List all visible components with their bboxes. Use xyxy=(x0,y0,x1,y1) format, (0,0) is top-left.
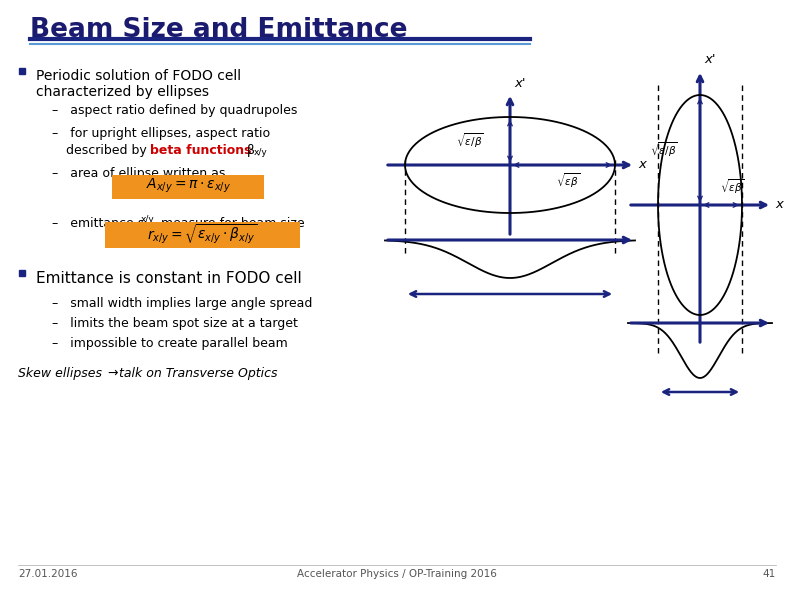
Bar xyxy=(112,175,264,199)
Text: Beam Size and Emittance: Beam Size and Emittance xyxy=(30,17,407,43)
Text: –   for upright ellipses, aspect ratio: – for upright ellipses, aspect ratio xyxy=(52,127,270,140)
Text: $\sqrt{\varepsilon\beta}$: $\sqrt{\varepsilon\beta}$ xyxy=(556,172,580,190)
Text: x': x' xyxy=(514,77,526,90)
Text: –   small width implies large angle spread: – small width implies large angle spread xyxy=(52,297,312,310)
Text: $\sqrt{\varepsilon/\beta}$: $\sqrt{\varepsilon/\beta}$ xyxy=(650,140,678,159)
Text: x/y: x/y xyxy=(141,215,155,224)
Text: –   aspect ratio defined by quadrupoles: – aspect ratio defined by quadrupoles xyxy=(52,104,298,117)
Text: beta functions: beta functions xyxy=(150,144,252,157)
Bar xyxy=(105,222,300,248)
Text: Skew ellipses: Skew ellipses xyxy=(18,367,106,380)
Text: $\sqrt{\varepsilon/\beta}$: $\sqrt{\varepsilon/\beta}$ xyxy=(456,131,484,151)
Text: –   impossible to create parallel beam: – impossible to create parallel beam xyxy=(52,337,287,350)
Text: –   limits the beam spot size at a target: – limits the beam spot size at a target xyxy=(52,317,298,330)
Text: x/y: x/y xyxy=(254,148,268,157)
Text: Emittance is constant in FODO cell: Emittance is constant in FODO cell xyxy=(36,271,302,286)
Text: β: β xyxy=(243,144,255,157)
Text: –   area of ellipse written as: – area of ellipse written as xyxy=(52,167,225,180)
Text: –   emittance ε: – emittance ε xyxy=(52,217,145,230)
Text: $A_{x/y} = \pi \cdot \varepsilon_{x/y}$: $A_{x/y} = \pi \cdot \varepsilon_{x/y}$ xyxy=(145,177,230,195)
Text: x': x' xyxy=(704,53,715,66)
Text: 41: 41 xyxy=(763,569,776,579)
Text: 27.01.2016: 27.01.2016 xyxy=(18,569,78,579)
Text: →: → xyxy=(107,367,118,380)
Text: measure for beam size: measure for beam size xyxy=(157,217,305,230)
Text: Periodic solution of FODO cell: Periodic solution of FODO cell xyxy=(36,69,241,83)
Text: $\sqrt{\varepsilon\beta}$: $\sqrt{\varepsilon\beta}$ xyxy=(719,178,744,196)
Text: characterized by ellipses: characterized by ellipses xyxy=(36,85,209,99)
Text: talk on Transverse Optics: talk on Transverse Optics xyxy=(119,367,277,380)
Text: x: x xyxy=(775,198,783,211)
Text: described by: described by xyxy=(66,144,151,157)
Text: x: x xyxy=(638,158,646,171)
Text: Accelerator Physics / OP-Training 2016: Accelerator Physics / OP-Training 2016 xyxy=(297,569,497,579)
Text: $r_{x/y} = \sqrt{\varepsilon_{x/y} \cdot \beta_{x/y}}$: $r_{x/y} = \sqrt{\varepsilon_{x/y} \cdot… xyxy=(147,222,258,246)
